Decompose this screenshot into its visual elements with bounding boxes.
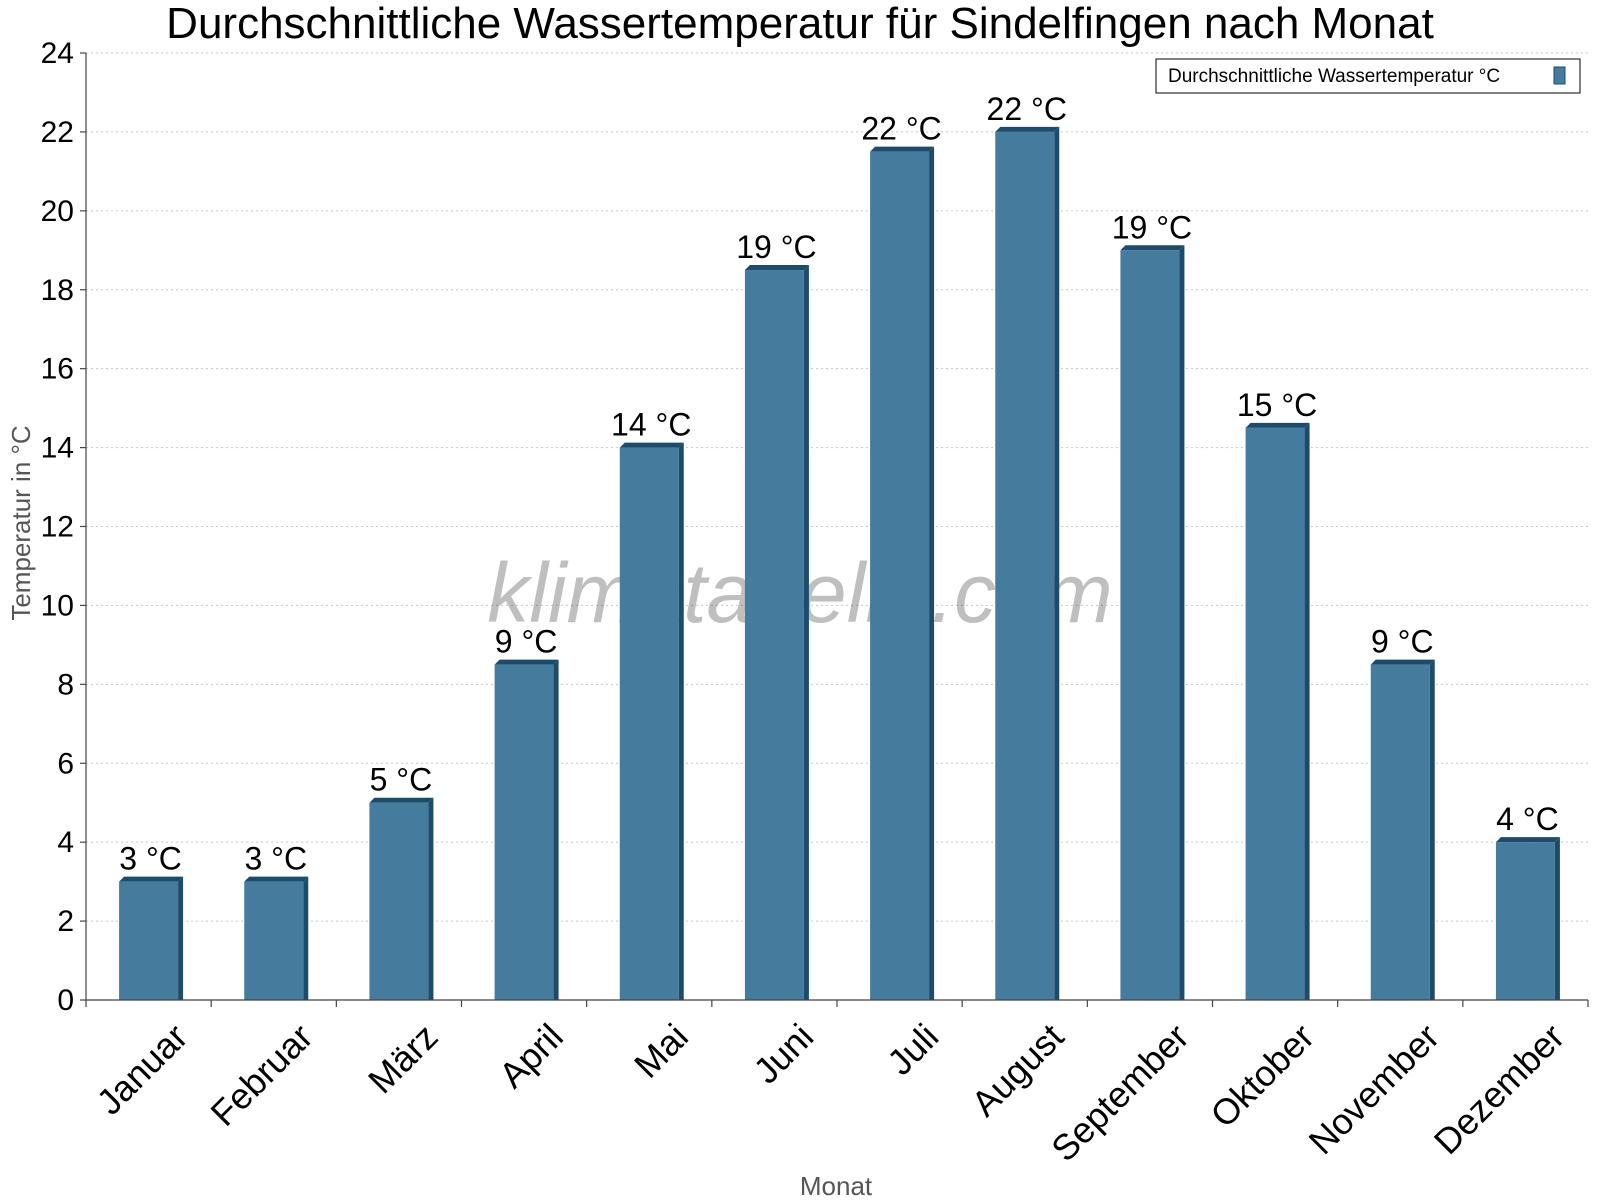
bar-side xyxy=(1179,245,1185,1000)
x-tick-label: Februar xyxy=(202,1016,320,1134)
x-tick-label: März xyxy=(360,1016,446,1102)
value-label: 3 °C xyxy=(119,841,182,877)
bar-side xyxy=(678,442,684,1000)
y-tick-label: 22 xyxy=(41,116,74,149)
bar-dezember xyxy=(1495,842,1555,1000)
value-label: 9 °C xyxy=(495,624,558,660)
bar-top xyxy=(870,146,935,152)
bar-november xyxy=(1370,664,1430,1000)
bar-side xyxy=(303,876,309,1000)
bar-top xyxy=(744,265,809,271)
value-label: 19 °C xyxy=(1112,209,1192,245)
x-tick-label: Juni xyxy=(745,1016,821,1092)
legend-swatch xyxy=(1553,66,1566,85)
bar-top xyxy=(369,797,434,803)
legend-label: Durchschnittliche Wassertemperatur °C xyxy=(1168,66,1500,87)
value-label: 4 °C xyxy=(1496,801,1559,837)
chart-title: Durchschnittliche Wassertemperatur für S… xyxy=(166,0,1434,48)
y-tick-label: 4 xyxy=(57,826,74,859)
bar-top xyxy=(619,442,684,448)
x-tick-label: September xyxy=(1043,1016,1197,1170)
bar-april xyxy=(494,664,554,1000)
value-label: 15 °C xyxy=(1237,387,1317,423)
bar-side xyxy=(1554,837,1560,1000)
grid-lines xyxy=(86,52,1588,922)
x-tick-label: Oktober xyxy=(1202,1016,1322,1136)
bar-august xyxy=(995,131,1055,1000)
bar-top xyxy=(1120,245,1185,251)
y-tick-label: 8 xyxy=(57,668,74,701)
bar-mai xyxy=(619,447,679,1000)
bar-side xyxy=(178,876,184,1000)
bar-top xyxy=(244,876,309,882)
legend-box xyxy=(1155,58,1581,94)
x-tick-label: Januar xyxy=(89,1016,196,1123)
bar-top xyxy=(1245,422,1310,428)
x-tick-label: November xyxy=(1301,1016,1447,1162)
x-tick-label: Dezember xyxy=(1426,1016,1572,1162)
y-tick-label: 6 xyxy=(57,747,74,780)
value-label: 3 °C xyxy=(244,841,307,877)
bar-side xyxy=(553,659,559,1000)
bar-juni xyxy=(744,270,804,1000)
x-tick-label: Mai xyxy=(626,1016,696,1086)
y-tick-label: 24 xyxy=(41,37,74,70)
bar-side xyxy=(1054,126,1060,1000)
bar-top xyxy=(119,876,184,882)
y-tick-label: 14 xyxy=(41,432,74,465)
x-tick-label: Juli xyxy=(879,1016,946,1083)
bar-side xyxy=(929,146,935,1001)
value-label: 22 °C xyxy=(861,111,941,147)
y-tick-label: 0 xyxy=(57,984,74,1017)
x-axis-label: Monat xyxy=(800,1171,873,1200)
bar-oktober xyxy=(1245,427,1305,1001)
y-tick-label: 20 xyxy=(41,195,74,228)
bars xyxy=(119,126,1560,1001)
value-label: 22 °C xyxy=(987,91,1067,127)
legend: Durchschnittliche Wassertemperatur °C xyxy=(1155,58,1581,94)
value-label: 5 °C xyxy=(370,762,433,798)
y-tick-label: 18 xyxy=(41,274,74,307)
y-tick-label: 2 xyxy=(57,905,74,938)
bar-juli xyxy=(870,151,930,1001)
x-tick-label: August xyxy=(963,1016,1071,1124)
bar-side xyxy=(428,797,434,1000)
y-tick-label: 16 xyxy=(41,353,74,386)
bar-side xyxy=(1304,422,1310,1001)
value-labels: 3 °C 3 °C 5 °C 9 °C 14 °C 19 °C 22 °C 22 °C 19 °… xyxy=(119,91,1558,877)
bar-side xyxy=(1429,659,1435,1000)
bar-top xyxy=(1495,837,1560,843)
bar-side xyxy=(803,265,809,1000)
y-tick-label: 10 xyxy=(41,589,74,622)
bar-märz xyxy=(369,802,429,1000)
bar-januar xyxy=(119,881,179,1000)
x-tick-label: April xyxy=(491,1016,571,1096)
bar-februar xyxy=(244,881,304,1000)
y-axis-label: Temperatur in °C xyxy=(6,425,36,620)
y-tick-label: 12 xyxy=(41,511,74,544)
bar-top xyxy=(494,659,559,665)
value-label: 19 °C xyxy=(736,229,816,265)
value-label: 9 °C xyxy=(1371,624,1434,660)
bar-top xyxy=(1370,659,1435,665)
bar-september xyxy=(1120,250,1180,1000)
value-label: 14 °C xyxy=(611,407,691,443)
bar-top xyxy=(995,126,1060,132)
